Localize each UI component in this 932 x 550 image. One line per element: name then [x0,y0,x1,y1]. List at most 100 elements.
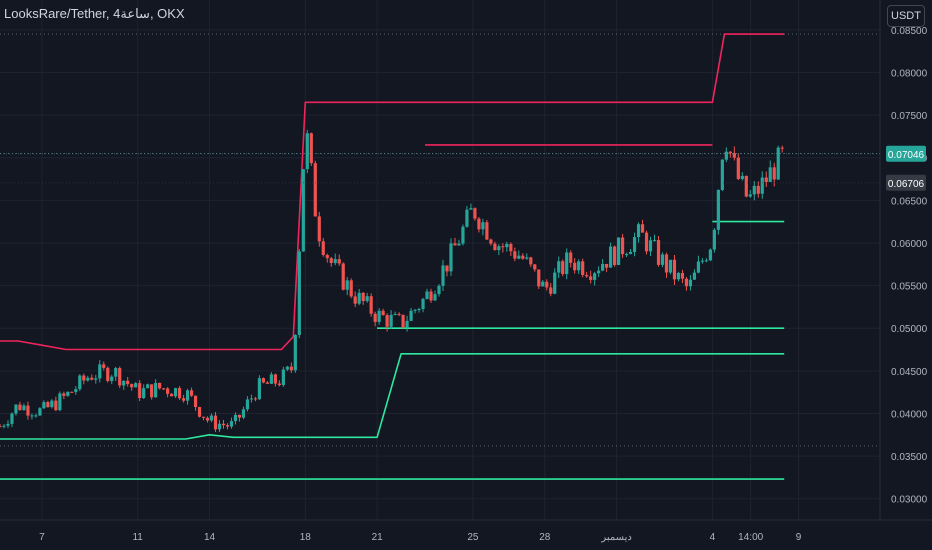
candle-body [501,246,505,248]
candle-body [241,409,246,418]
candle-body [613,246,617,265]
candle-body [656,240,661,265]
candle-body [74,389,78,392]
candle-body [66,391,70,396]
candle-body [549,287,553,294]
candle-body [209,415,214,421]
candle-body [744,175,748,197]
y-tick-label: 0.03500 [891,452,928,463]
x-tick-label: ديسمبر [600,532,631,543]
candle-body [652,240,657,242]
time-axis[interactable]: 7 11 14 18 21 25 28 ديسمبر 4 14:00 9 [39,532,802,543]
candle-body [34,415,38,417]
indicator-series [0,33,785,480]
candle-body [42,402,46,409]
candle-body [130,384,134,388]
candle-body [6,423,10,426]
candle-body [776,147,780,180]
y-tick-label: 0.08000 [891,68,928,79]
candle-body [565,252,569,275]
candle-body [557,261,561,273]
series-upper_band [0,33,785,351]
candle-body [684,278,689,287]
candle-body [142,388,146,399]
candle-body [601,263,605,271]
candle-body [50,400,54,408]
candle-body [317,216,321,242]
candle-body [620,237,625,255]
candle-body [573,262,577,271]
reference-lines [0,33,880,447]
y-tick-label: 0.06500 [891,196,928,207]
candle-body [469,208,473,210]
candle-body [477,218,481,230]
candle-body [632,237,637,252]
candle-body [134,383,138,388]
candle-body [445,265,449,272]
candle-body [281,369,285,386]
candle-body [465,209,469,227]
candle-body [680,272,685,279]
x-tick-label: 18 [300,532,312,543]
y-tick-label: 0.08500 [891,26,928,37]
candle-body [497,246,501,251]
candle-body [692,272,697,280]
candle-body [46,402,50,408]
candle-body [597,270,601,274]
candle-body [213,415,218,430]
candle-body [672,259,677,280]
candle-body [413,309,417,311]
candle-body [473,208,477,219]
candle-body [333,259,337,264]
candle-body [732,153,736,158]
candle-body [118,368,122,386]
candle-body [337,259,341,264]
candle-body [289,366,293,371]
candle-body [505,243,509,248]
candle-body [205,417,210,421]
candle-body [616,237,621,265]
candle-body [449,243,453,272]
candle-body [513,251,517,259]
candle-body [385,315,389,327]
candle-body [529,257,533,265]
x-tick-label: 25 [467,532,479,543]
candle-body [0,426,2,428]
candle-body [636,224,641,238]
candle-body [14,404,18,414]
candle-body [22,405,26,411]
candle-body [453,243,457,246]
candle-body [305,133,309,170]
candle-body [106,367,110,381]
candle-body [201,416,206,418]
candle-body [229,421,234,427]
candle-body [185,390,190,401]
candle-body [577,261,581,271]
candle-body [533,264,537,270]
candle-body [269,374,273,384]
symbol-title: LooksRare/Tether, 4ساعة, OKX [4,6,185,21]
candle-body [509,243,513,252]
candle-body [537,269,541,287]
candle-body [393,313,397,315]
candle-body [261,378,266,383]
candle-body [644,232,649,252]
candle-body [277,383,281,386]
candle-body [553,272,557,294]
candle-body [357,292,361,304]
candle-body [545,281,549,288]
candle-body [525,257,529,259]
currency-button[interactable]: USDT [887,5,925,27]
candle-body [425,291,429,299]
candle-body [233,414,238,422]
candle-body [541,281,545,287]
candle-body [273,374,277,384]
candle-body [301,169,305,252]
candle-body [381,310,385,316]
candle-body [54,400,58,411]
candle-body [389,314,393,327]
candle-body [193,395,198,408]
candle-body [237,414,242,418]
